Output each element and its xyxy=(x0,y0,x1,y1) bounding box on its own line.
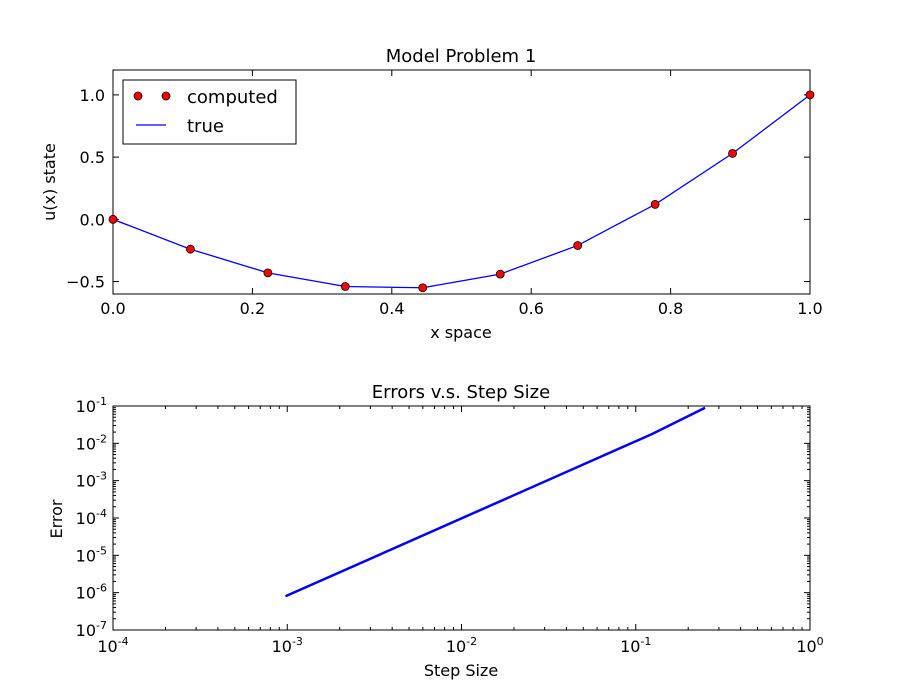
chart1-x-tick-label: 1.0 xyxy=(797,299,822,318)
chart1-y-tick-label: −0.5 xyxy=(66,273,105,292)
chart1-legend: computed true xyxy=(122,79,297,145)
chart1-x-tick-label: 0.8 xyxy=(658,299,683,318)
legend-box xyxy=(122,79,297,145)
chart2-x-tick-label: 10-2 xyxy=(446,635,477,656)
series-computed-point xyxy=(805,90,815,100)
chart2-y-tick-label: 10-6 xyxy=(76,582,107,603)
chart1-x-axis-label: x space xyxy=(430,323,492,342)
chart2-y-tick-label: 10-7 xyxy=(76,619,107,640)
chart2-y-tick-label: 10-2 xyxy=(76,432,107,453)
series-computed-point xyxy=(108,214,118,224)
chart1-y-tick-label: 0.0 xyxy=(80,210,105,229)
chart1-y-tick-label: 0.5 xyxy=(80,148,105,167)
chart2-title: Errors v.s. Step Size xyxy=(372,382,550,403)
legend-label-true: true xyxy=(187,116,224,137)
series-computed-point xyxy=(263,268,273,278)
chart1-y-tick-label: 1.0 xyxy=(80,86,105,105)
legend-marker-computed-2 xyxy=(161,91,171,101)
chart2-y-tick-label: 10-1 xyxy=(76,395,107,416)
chart2-y-tick-label: 10-4 xyxy=(76,507,107,528)
chart2-x-tick-label: 10-1 xyxy=(620,635,651,656)
chart1-y-ticks: −0.5 0.0 0.5 1.0 xyxy=(66,86,810,292)
chart1-x-tick-label: 0.4 xyxy=(379,299,404,318)
chart1-x-tick-label: 0.0 xyxy=(100,299,125,318)
series-computed-point xyxy=(573,241,583,250)
series-computed-point xyxy=(186,244,195,254)
chart2-y-tick-label: 10-5 xyxy=(76,544,107,565)
chart2-y-tick-label: 10-3 xyxy=(76,470,107,491)
series-true-line xyxy=(112,94,811,289)
series-computed-point xyxy=(495,269,505,279)
series-computed-point xyxy=(728,148,737,158)
chart2-x-tick-label: 10-4 xyxy=(97,635,128,656)
chart1-title: Model Problem 1 xyxy=(386,46,537,67)
chart2-plot-area xyxy=(284,406,706,598)
chart-model-problem: Model Problem 1 0.0 0.2 0.4 0.6 0.8 1.0 −0.50… xyxy=(40,46,823,342)
chart1-x-tick-label: 0.2 xyxy=(240,299,265,318)
chart1-y-axis-label: u(x) state xyxy=(40,143,59,221)
series-error-line xyxy=(284,406,706,598)
chart1-axes-frame xyxy=(112,69,811,295)
series-computed-point xyxy=(418,283,428,293)
chart-errors-vs-step: Errors v.s. Step Size 10-4 10-3 10-2 10-1 10… xyxy=(47,382,824,680)
chart2-x-tick-label: 100 xyxy=(796,635,823,656)
series-computed-point xyxy=(340,282,350,291)
chart1-x-ticks: 0.0 0.2 0.4 0.6 0.8 1.0 xyxy=(100,70,823,318)
chart1-plot-area xyxy=(108,90,815,293)
chart2-y-ticks: 10-1 10-2 10-3 10-4 10-5 10-6 10-7 xyxy=(76,395,810,640)
chart2-x-tick-label: 10-3 xyxy=(272,635,303,656)
chart1-x-tick-label: 0.6 xyxy=(518,299,543,318)
series-computed-point xyxy=(650,199,660,209)
legend-label-computed: computed xyxy=(187,87,278,108)
chart2-x-ticks: 10-4 10-3 10-2 10-1 100 xyxy=(97,406,824,656)
chart2-x-axis-label: Step Size xyxy=(424,661,498,680)
chart2-y-axis-label: Error xyxy=(47,499,66,538)
legend-marker-computed xyxy=(133,91,143,101)
